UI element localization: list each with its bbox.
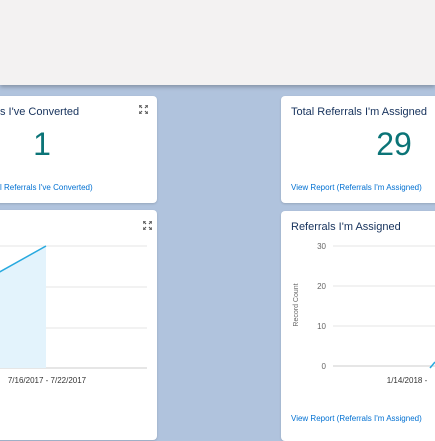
y-tick-label: 0	[322, 362, 327, 371]
card-title: Total Referrals I'm Assigned	[291, 106, 427, 118]
y-tick-label: 20	[317, 282, 326, 291]
x-label: 1/14/2018 -	[387, 376, 428, 385]
metric-value: 1	[33, 126, 51, 162]
expand-icon[interactable]	[139, 105, 148, 114]
y-axis-label: Record Count	[293, 283, 300, 326]
line	[0, 245, 47, 273]
chart: 7/16/2017 - 7/22/2017	[0, 245, 147, 385]
report-link[interactable]: l Referrals I've Converted)	[0, 183, 93, 192]
line	[429, 361, 435, 369]
chart: 0 10 20 30 Record Count 1/14/2018 -	[293, 242, 435, 385]
area	[0, 246, 46, 368]
x-label: 7/16/2017 - 7/22/2017	[8, 376, 87, 385]
y-tick-label: 10	[317, 322, 326, 331]
chart-card: 7/16/2017 - 7/22/2017	[0, 210, 157, 440]
card-title: s I've Converted	[0, 106, 80, 118]
metric-value: 29	[376, 126, 412, 162]
chart-card: Referrals I'm Assigned 0 10 20 30 Record Co…	[281, 211, 435, 441]
header-bar	[0, 0, 435, 85]
metric-card: Total Referrals I'm Assigned 29 View Rep…	[281, 96, 435, 203]
card-title: Referrals I'm Assigned	[291, 221, 401, 233]
report-link[interactable]: View Report (Referrals I'm Assigned)	[291, 414, 422, 423]
y-tick-label: 30	[317, 242, 326, 251]
metric-card: s I've Converted 1 l Referrals I've Conv…	[0, 96, 157, 203]
report-link[interactable]: View Report (Referrals I'm Assigned)	[291, 183, 422, 192]
expand-icon[interactable]	[143, 221, 152, 230]
